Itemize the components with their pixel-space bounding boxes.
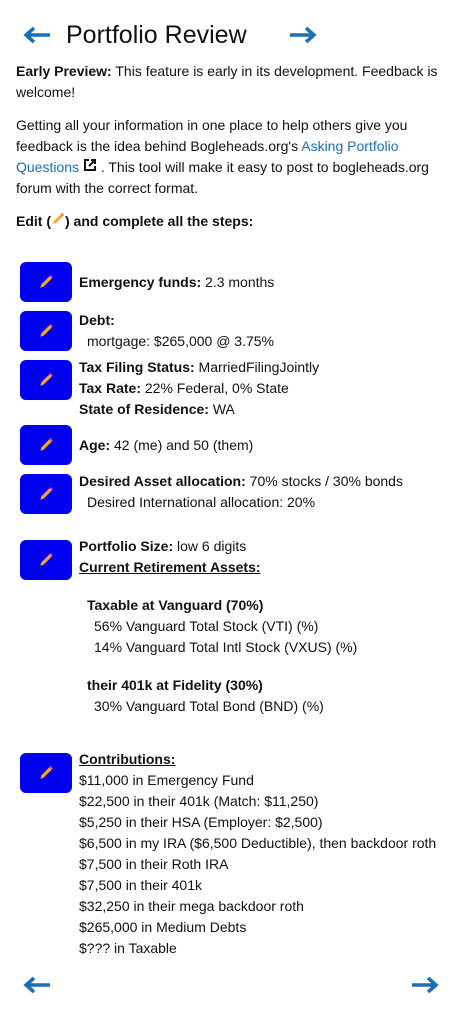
step-content: Desired Asset allocation: 70% stocks / 3… xyxy=(79,471,459,513)
pencil-icon xyxy=(40,373,53,386)
preview-text: This feature is early in its development… xyxy=(16,63,438,100)
pencil-icon xyxy=(40,324,53,337)
holding: 14% Vanguard Total Intl Stock (VXUS) (%) xyxy=(94,639,358,655)
forward-arrow[interactable] xyxy=(410,975,440,995)
contribution: $11,000 in Emergency Fund xyxy=(79,772,254,788)
step-content: Age: 42 (me) and 50 (them) xyxy=(79,435,459,456)
step-line: Tax Rate: 22% Federal, 0% State xyxy=(79,378,459,399)
account-name: their 401k at Fidelity (30%) xyxy=(87,677,263,693)
account: their 401k at Fidelity (30%) 30% Vanguard… xyxy=(87,675,459,717)
field-label: Desired Asset allocation: xyxy=(79,473,246,489)
back-arrow[interactable] xyxy=(22,975,52,995)
step-line: State of Residence: WA xyxy=(79,399,459,420)
pencil-icon xyxy=(40,766,53,779)
field-label: Tax Rate: xyxy=(79,380,141,396)
contribution: $7,500 in their 401k xyxy=(79,877,202,893)
step-content: Emergency funds: 2.3 months xyxy=(79,272,459,293)
field-label: Portfolio Size: xyxy=(79,538,174,554)
edit-button[interactable] xyxy=(20,753,72,793)
pencil-icon xyxy=(40,487,53,500)
preview-label: Early Preview: xyxy=(16,63,112,79)
field-value: 70% stocks / 30% bonds xyxy=(249,473,403,489)
edit-text: ) and complete all the steps: xyxy=(65,213,254,229)
contribution: $22,500 in their 401k (Match: $11,250) xyxy=(79,793,319,809)
step-line: Age: 42 (me) and 50 (them) xyxy=(79,435,459,456)
field-label: Age: xyxy=(79,437,111,453)
step-line: Debt: xyxy=(79,310,459,331)
page-title: Portfolio Review xyxy=(66,21,247,49)
field-value: WA xyxy=(212,401,235,417)
intro-text: . This tool will make it easy to post to… xyxy=(16,159,429,196)
intro-text: Getting all your information in one plac… xyxy=(16,117,408,154)
holding: 30% Vanguard Total Bond (BND) (%) xyxy=(94,698,324,714)
edit-button[interactable] xyxy=(20,360,72,400)
field-value: 2.3 months xyxy=(205,274,275,290)
contribution: $7,500 in their Roth IRA xyxy=(79,856,229,872)
account-name: Taxable at Vanguard (70%) xyxy=(87,597,264,613)
step-content: Tax Filing Status: MarriedFilingJointly T… xyxy=(79,357,459,420)
edit-button[interactable] xyxy=(20,311,72,351)
field-label: Debt: xyxy=(79,312,115,328)
step-content: Debt: mortgage: $265,000 @ 3.75% xyxy=(79,310,459,352)
field-value: 42 (me) and 50 (them) xyxy=(114,437,254,453)
back-arrow[interactable] xyxy=(22,25,52,45)
pencil-icon xyxy=(40,438,53,451)
field-value: mortgage: $265,000 @ 3.75% xyxy=(87,333,275,349)
step-line: Desired International allocation: 20% xyxy=(79,492,459,513)
edit-button[interactable] xyxy=(20,425,72,465)
account: Taxable at Vanguard (70%) 56% Vanguard To… xyxy=(87,595,459,658)
step-line: Emergency funds: 2.3 months xyxy=(79,272,459,293)
field-value: Desired International allocation: 20% xyxy=(87,494,316,510)
forward-arrow[interactable] xyxy=(288,25,318,45)
contribution: $265,000 in Medium Debts xyxy=(79,919,247,935)
pencil-icon xyxy=(40,275,53,288)
step-line: mortgage: $265,000 @ 3.75% xyxy=(79,331,459,352)
field-value: low 6 digits xyxy=(177,538,247,554)
step-line: Portfolio Size: low 6 digits xyxy=(79,536,459,557)
field-value: 22% Federal, 0% State xyxy=(144,380,289,396)
external-icon xyxy=(83,159,96,171)
contribution: $??? in Taxable xyxy=(79,940,177,956)
link[interactable]: Asking Portfolio Questions xyxy=(16,138,399,175)
edit-text: Edit ( xyxy=(16,213,51,229)
field-label: Tax Filing Status: xyxy=(79,359,195,375)
intro: Early Preview: This feature is early in … xyxy=(16,61,456,232)
edit-button[interactable] xyxy=(20,474,72,514)
step-line: Desired Asset allocation: 70% stocks / 3… xyxy=(79,471,459,492)
step-content: Portfolio Size: low 6 digits Current Reti… xyxy=(79,536,459,717)
section-heading: Current Retirement Assets: xyxy=(79,559,261,575)
edit-button[interactable] xyxy=(20,262,72,302)
step-content: Contributions: $11,000 in Emergency Fund $… xyxy=(79,749,459,959)
edit-button[interactable] xyxy=(20,540,72,580)
pencil-icon xyxy=(40,553,53,566)
step-line: Tax Filing Status: MarriedFilingJointly xyxy=(79,357,459,378)
contribution: $5,250 in their HSA (Employer: $2,500) xyxy=(79,814,323,830)
holding: 56% Vanguard Total Stock (VTI) (%) xyxy=(94,618,319,634)
field-value: MarriedFilingJointly xyxy=(198,359,320,375)
contribution: $6,500 in my IRA ($6,500 Deductible), th… xyxy=(79,835,437,851)
field-label: Emergency funds: xyxy=(79,274,202,290)
field-label: State of Residence: xyxy=(79,401,209,417)
section-heading: Contributions: xyxy=(79,751,176,767)
contribution: $32,250 in their mega backdoor roth xyxy=(79,898,304,914)
pencil-icon xyxy=(53,213,64,224)
